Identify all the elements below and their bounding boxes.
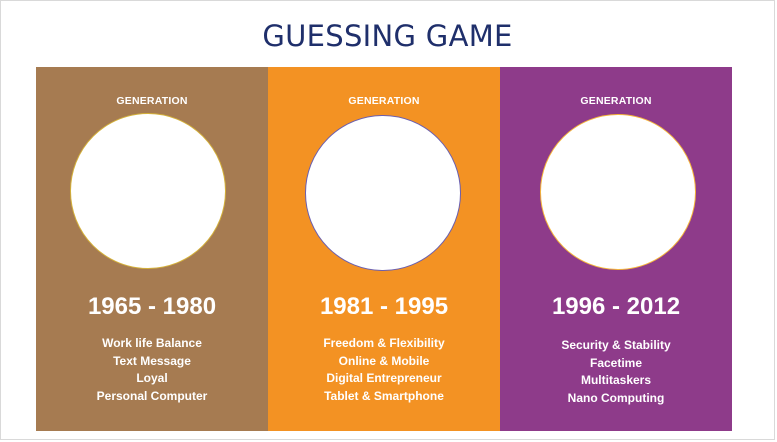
trait-item: Online & Mobile (338, 353, 430, 368)
generation-years: 1965 - 1980 (87, 293, 217, 320)
trait-item: Nano Computing (567, 390, 665, 405)
trait-item: Freedom & Flexibility (323, 336, 445, 350)
trait-item: Facetime (589, 355, 643, 370)
generation-heading: GENERATION (580, 95, 652, 107)
generation-panel-1996: GENERATION 1996 - 2012 Security & Stabil… (500, 67, 732, 431)
generation-traits: Security & Stability Facetime Multitaske… (500, 337, 732, 407)
trait-item: Work life Balance (102, 336, 202, 350)
generation-years: 1996 - 2012 (551, 293, 681, 320)
generation-panels: GENERATION 1965 - 1980 Work life Balance… (36, 67, 732, 431)
generation-circle-placeholder (540, 114, 696, 270)
generation-heading: GENERATION (116, 95, 188, 107)
slide-title: GUESSING GAME (262, 19, 513, 53)
trait-item: Personal Computer (96, 388, 208, 403)
trait-item: Digital Entrepreneur (326, 371, 442, 385)
trait-item: Text Message (113, 353, 191, 368)
generation-heading: GENERATION (348, 95, 420, 107)
generation-years: 1981 - 1995 (319, 293, 449, 320)
generation-traits: Work life Balance Text Message Loyal Per… (36, 335, 268, 405)
generation-circle-placeholder (305, 115, 461, 271)
generation-traits: Freedom & Flexibility Online & Mobile Di… (268, 335, 500, 405)
trait-item: Multitaskers (580, 373, 652, 387)
trait-item: Loyal (136, 371, 168, 385)
trait-item: Tablet & Smartphone (324, 388, 444, 403)
generation-panel-1981: GENERATION 1981 - 1995 Freedom & Flexibi… (268, 67, 500, 431)
trait-item: Security & Stability (561, 338, 671, 352)
generation-circle-placeholder (70, 113, 226, 269)
generation-panel-1965: GENERATION 1965 - 1980 Work life Balance… (36, 67, 268, 431)
